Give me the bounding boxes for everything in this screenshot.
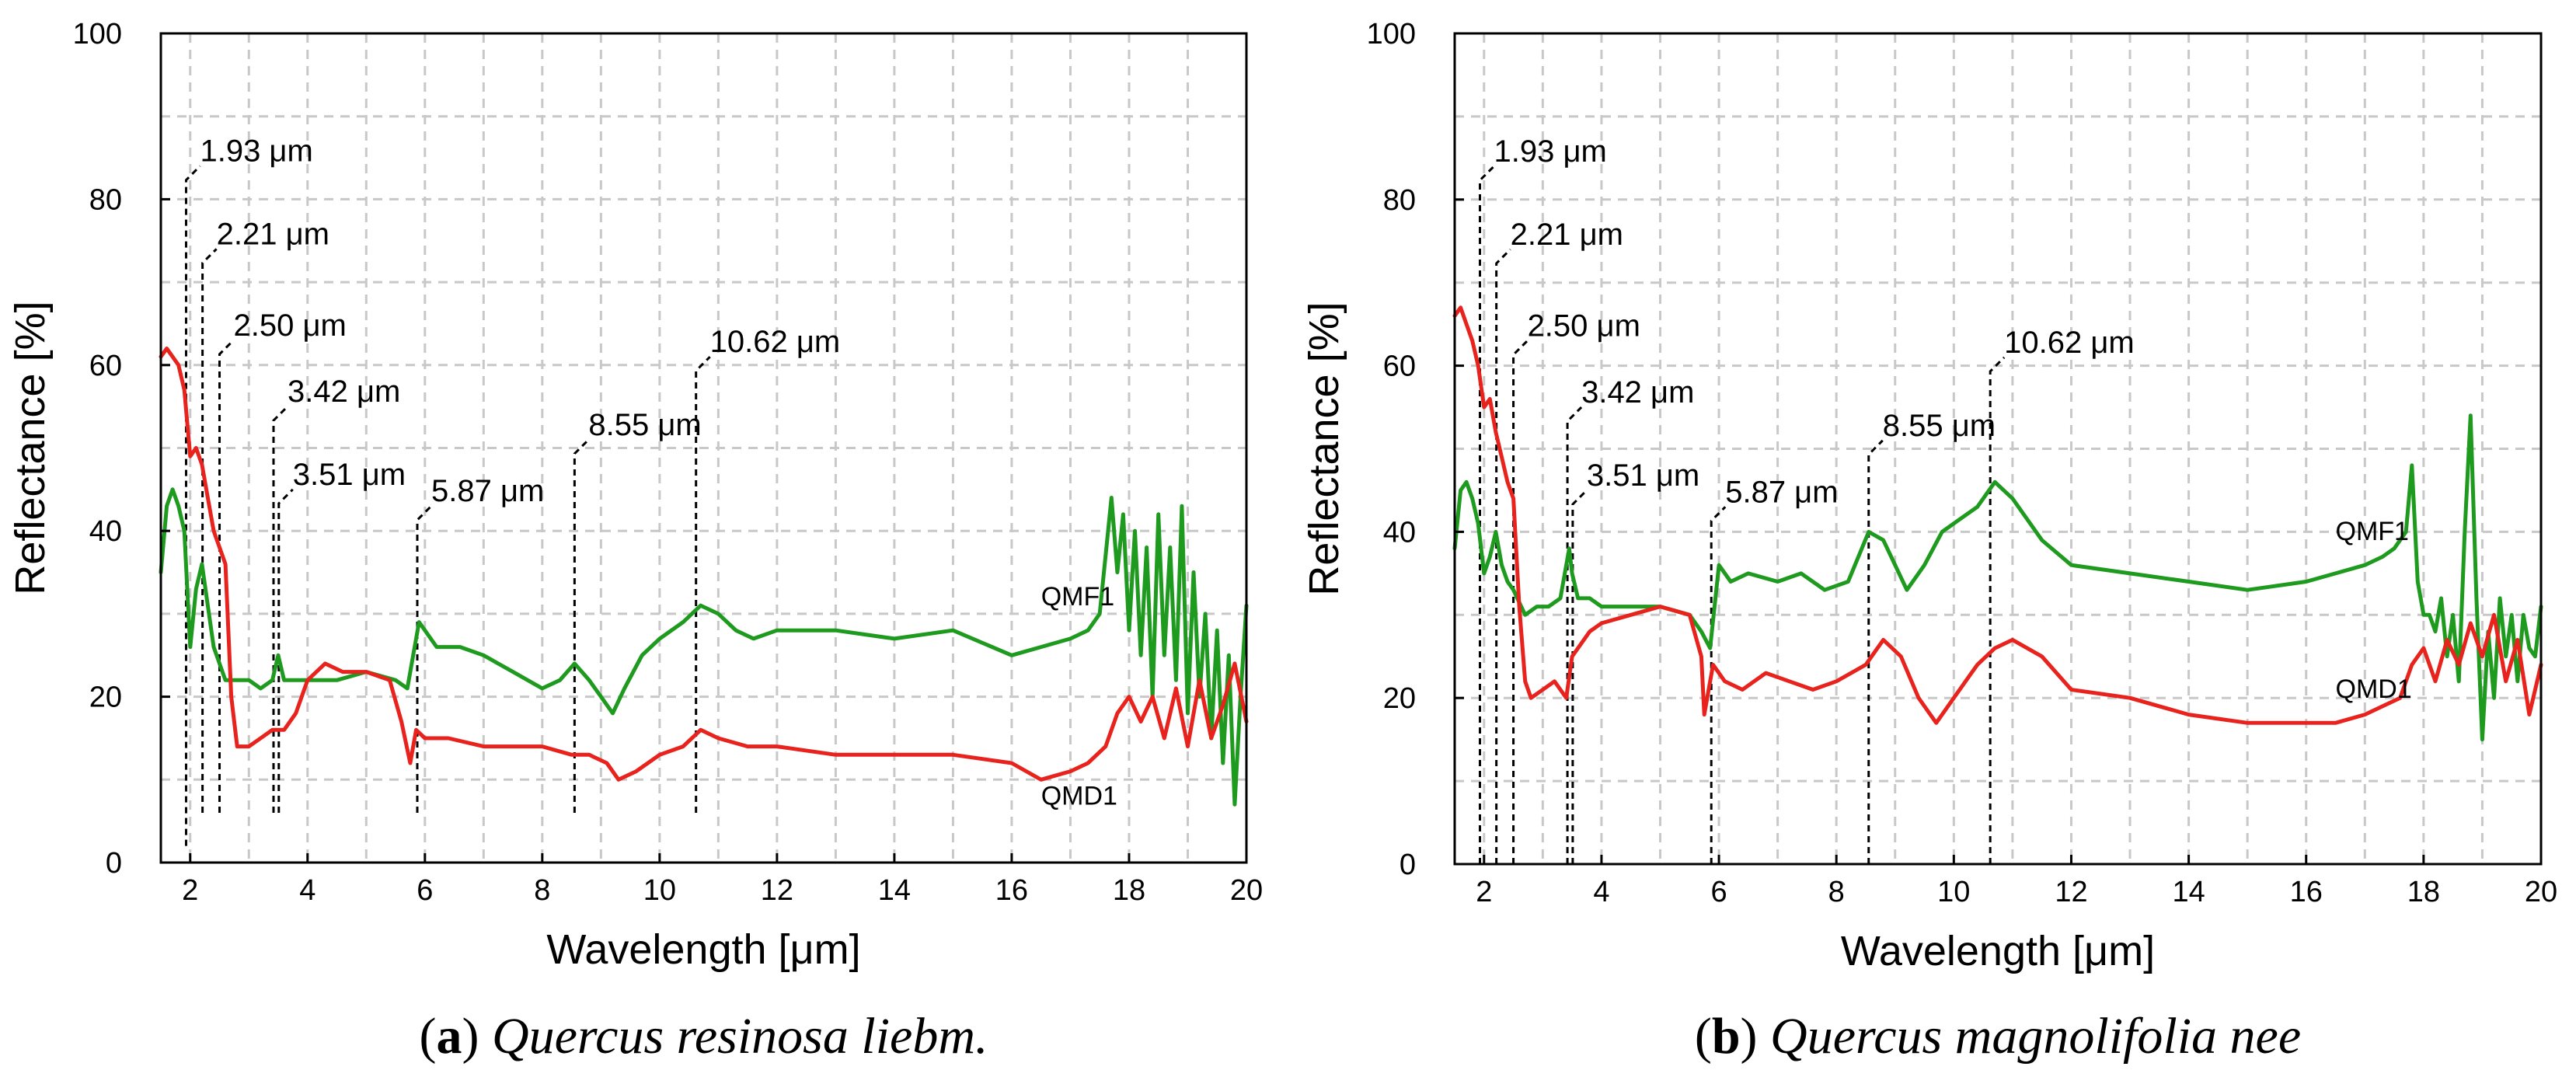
panel-b-x-tick-label: 16 — [2290, 876, 2323, 908]
panel-b-annotation-line — [1867, 439, 1884, 864]
panel-a-chart: 1.93 μm 2.21 μm 2.50 μm 3.42 μm 3.51 μm 5.87 … — [7, 18, 1263, 1065]
panel-b-y-axis-title: Reflectance [%] — [1301, 302, 1347, 595]
panel-a-annotation-line — [695, 356, 711, 813]
panel-b-caption-letter: b — [1712, 1008, 1741, 1065]
panel-b-x-tick-label: 2 — [1476, 876, 1492, 908]
panel-b-caption-species: Quercus magnolifolia nee — [1770, 1008, 2301, 1065]
panel-a-annotations: 1.93 μm 2.21 μm 2.50 μm 3.42 μm 3.51 μm 5.87 … — [184, 134, 841, 846]
panel-a-x-tick-label: 18 — [1113, 874, 1145, 907]
panel-b-y-tick-label: 100 — [1367, 18, 1416, 51]
panel-a-annotation-label: 5.87 μm — [431, 474, 544, 508]
panel-b-y-tick-label: 20 — [1383, 682, 1416, 715]
panel-a-y-tick-label: 40 — [89, 515, 122, 548]
panel-a-x-tick-label: 16 — [995, 874, 1028, 907]
panel-b-x-tick-label: 20 — [2525, 876, 2557, 908]
panel-b-annotation-label: 10.62 μm — [2004, 326, 2135, 360]
panel-b-y-tick-label: 80 — [1383, 184, 1416, 217]
panel-b-y-tick-label: 40 — [1383, 516, 1416, 549]
panel-b-series — [1452, 305, 2543, 742]
panel-b-series-line-qmd1 — [1452, 305, 2543, 725]
panel-b-caption: (b) Quercus magnolifolia nee — [1695, 1008, 2301, 1065]
panel-a-annotation-label: 1.93 μm — [200, 134, 312, 169]
panel-a-x-tick-label: 12 — [761, 874, 793, 907]
panel-a-annotation-label: 2.21 μm — [217, 217, 329, 251]
panel-a-x-tick-label: 8 — [534, 874, 550, 907]
panel-a-y-tick-label: 100 — [73, 18, 122, 51]
panel-a-x-tick-label: 10 — [643, 874, 676, 907]
panel-b-annotation-line — [1710, 506, 1727, 864]
panel-a-x-tick-label: 4 — [299, 874, 315, 907]
panel-b-y-tick-label: 0 — [1400, 849, 1416, 881]
panel-a-annotation-line — [573, 438, 590, 813]
panel-b-x-tick-label: 8 — [1828, 876, 1845, 908]
panel-a-caption: (a) Quercus resinosa liebm. — [419, 1008, 988, 1065]
panel-b-annotation-label: 8.55 μm — [1883, 409, 1996, 443]
panel-b-annotation-label: 3.51 μm — [1587, 458, 1699, 493]
panel-a-annotation-line — [201, 248, 218, 813]
panel-a-grid — [161, 33, 1246, 863]
panel-b-annotation-label: 1.93 μm — [1494, 134, 1606, 169]
panel-b-annotations: 1.93 μm 2.21 μm 2.50 μm 3.42 μm 3.51 μm 5.87 … — [1478, 134, 2135, 864]
panel-b-x-tick-label: 6 — [1710, 876, 1727, 908]
panel-b-annotation-label: 3.42 μm — [1581, 375, 1694, 410]
panel-b-series-labels: QMF1 QMD1 — [2336, 517, 2412, 704]
panel-a-caption-letter: a — [436, 1008, 462, 1065]
panel-b-annotation-line — [1478, 165, 1495, 864]
panel-b-y-tick-label: 60 — [1383, 350, 1416, 383]
panel-a-x-axis-title: Wavelength [μm] — [546, 926, 860, 973]
panel-a-annotation-label: 3.51 μm — [293, 458, 406, 492]
panel-b-x-tick-label: 14 — [2172, 876, 2205, 908]
panel-b-annotation-line — [1989, 356, 2006, 864]
panel-a-y-axis-title: Reflectance [%] — [7, 301, 54, 594]
panel-a-series-label-qmf1: QMF1 — [1041, 582, 1114, 612]
panel-a-annotation-label: 10.62 μm — [710, 325, 841, 359]
panel-a-annotation-line — [184, 165, 201, 846]
panel-a-series-line-qmf1 — [159, 487, 1249, 807]
panel-b-x-tick-label: 4 — [1593, 876, 1609, 908]
panel-a-plot-frame — [159, 32, 1248, 864]
panel-b-x-axis-title: Wavelength [μm] — [1841, 928, 2155, 974]
panel-a-annotation-label: 8.55 μm — [588, 408, 701, 442]
panel-a-series-labels: QMF1 QMD1 — [1041, 582, 1117, 810]
panel-a-y-tick-label: 0 — [106, 847, 122, 880]
panel-b-chart: 1.93 μm 2.21 μm 2.50 μm 3.42 μm 3.51 μm 5.87 … — [1301, 18, 2557, 1065]
panel-a-y-tick-label: 20 — [89, 681, 122, 714]
panel-a-annotation-label: 3.42 μm — [288, 375, 400, 409]
panel-a-series-label-qmd1: QMD1 — [1041, 781, 1117, 810]
panel-a-caption-species: Quercus resinosa liebm. — [492, 1008, 988, 1065]
panel-b-x-tick-label: 18 — [2407, 876, 2440, 908]
panel-b-series-line-qmf1 — [1452, 413, 2543, 742]
panel-b-plot-frame — [1453, 32, 2543, 866]
panel-a-y-tick-label: 60 — [89, 350, 122, 382]
panel-a-series — [159, 347, 1249, 807]
panel-b-series-label-qmf1: QMF1 — [2336, 517, 2409, 546]
panel-b-x-tick-label: 10 — [1937, 876, 1970, 908]
panel-b-series-label-qmd1: QMD1 — [2336, 674, 2412, 704]
panel-b-x-tick-label: 12 — [2055, 876, 2087, 908]
panel-b-annotation-line — [1512, 340, 1529, 864]
panel-b-annotation-line — [1566, 406, 1583, 864]
panel-a-x-tick-label: 2 — [182, 874, 198, 907]
panel-b-annotation-line — [1495, 248, 1511, 864]
panel-b-annotation-label: 2.50 μm — [1528, 309, 1640, 343]
panel-a-annotation-line — [272, 406, 289, 813]
panel-a-series-line-qmd1 — [159, 347, 1249, 782]
panel-a-ticks: 2 4 6 8 10 12 14 16 18 20 0 20 40 60 80 100 — [73, 18, 1264, 907]
panel-a-y-tick-label: 80 — [89, 183, 122, 216]
panel-a-annotation-line — [277, 488, 294, 813]
panel-b-annotation-label: 2.21 μm — [1511, 218, 1623, 252]
panel-a-x-tick-label: 6 — [417, 874, 433, 907]
panel-a-x-tick-label: 20 — [1230, 874, 1263, 907]
panel-b-annotation-line — [1571, 489, 1588, 864]
panel-a-x-tick-label: 14 — [878, 874, 911, 907]
panel-a-annotation-line — [416, 505, 433, 813]
panel-b-annotation-label: 5.87 μm — [1725, 475, 1838, 509]
panel-a-annotation-label: 2.50 μm — [234, 308, 347, 343]
panel-b-ticks: 2 4 6 8 10 12 14 16 18 20 0 20 40 60 80 100 — [1367, 18, 2558, 908]
